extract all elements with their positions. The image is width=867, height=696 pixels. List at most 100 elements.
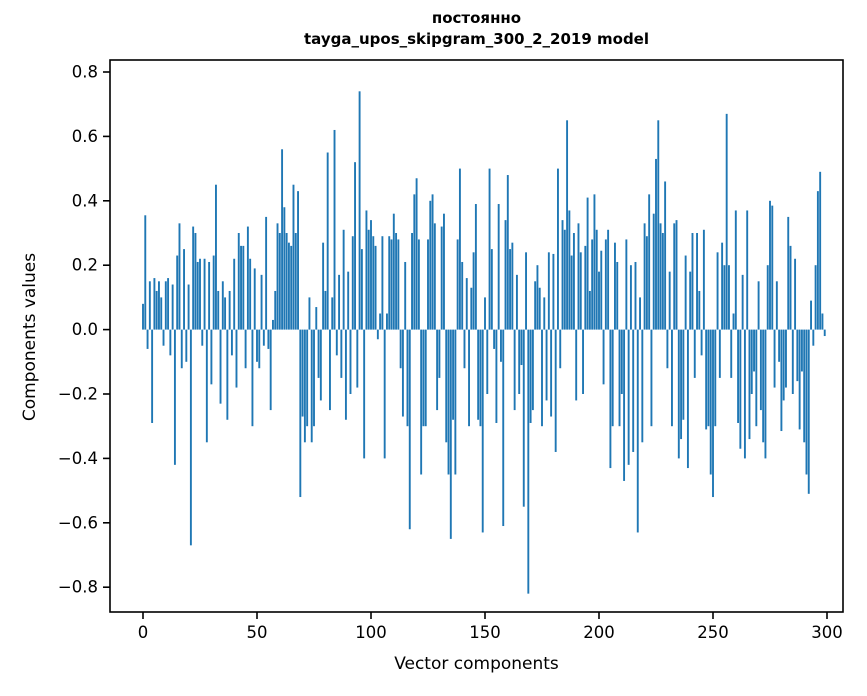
x-tick-label: 200 [583,623,615,642]
bar [276,223,279,330]
bar [269,329,272,411]
bar [794,258,797,330]
bar [557,168,559,330]
bar [716,252,719,330]
bar [401,329,404,417]
x-tick-label: 50 [247,623,268,642]
bar [447,329,450,475]
bar [691,233,694,330]
bar [488,168,491,330]
bar [281,149,284,330]
bar [648,194,651,330]
bar [570,255,573,330]
bar [775,281,778,330]
bar [344,329,347,420]
bar [753,329,755,372]
bar [614,242,616,330]
bar [470,287,473,330]
x-tick-label: 300 [811,623,843,642]
bar [210,329,213,385]
bar [611,329,614,427]
y-tick-label: 0.8 [72,63,98,82]
bar [625,239,628,330]
bar [303,329,306,443]
x-axis-ticks: 0 50 100 150 200 250 300 [138,612,843,642]
bar [443,213,445,330]
bar [333,129,336,330]
bar [577,223,580,330]
bar [723,265,726,330]
bar [502,329,505,527]
bar [497,204,500,330]
bar [458,168,461,330]
x-tick-label: 250 [697,623,729,642]
bars [142,91,826,594]
bar [338,274,341,330]
bar [461,261,464,330]
bar [563,229,566,330]
bar [287,242,290,330]
bar [748,329,751,440]
bar [515,274,518,330]
bar [718,329,721,378]
bar [812,329,815,346]
bar [329,329,331,411]
bar [645,236,648,330]
bar [224,297,227,330]
bar [199,258,201,330]
bar [449,329,452,539]
bar [217,290,220,330]
bar [821,313,824,330]
bar [438,329,441,378]
bar [283,207,286,330]
bar [739,329,742,449]
bar [743,329,746,459]
bar [531,329,534,411]
bar [240,245,242,330]
bar [525,252,527,330]
bar [253,268,256,330]
bar [629,265,632,330]
bar [593,194,596,330]
bar [474,204,477,330]
bar [766,265,769,330]
bar [146,329,149,349]
bar [376,329,379,340]
bar [319,329,322,401]
bar [171,284,174,330]
bar [477,329,480,420]
bar [230,329,233,356]
bar [472,252,475,330]
bar [294,233,297,330]
bar [582,329,584,394]
bar [406,329,409,427]
bar [194,233,197,330]
bar [424,329,427,427]
bar [643,223,646,330]
bar [709,329,712,475]
bar [452,329,455,420]
bar [639,297,641,330]
bar [668,271,671,330]
bar [215,184,217,330]
bar [417,239,420,330]
bar [696,233,698,330]
bar [158,281,160,330]
y-tick-label: −0.6 [58,513,98,532]
bar [575,329,578,401]
bar [566,120,569,330]
bar [258,329,261,369]
bar [324,290,327,330]
bar [180,329,183,369]
bar [301,329,304,417]
bar [256,329,258,362]
bar [671,329,673,427]
bar [155,290,158,330]
bar [272,319,274,330]
bar [661,233,664,330]
bar [347,271,350,330]
bar [805,329,808,475]
bar [354,162,356,330]
bar [335,329,338,356]
